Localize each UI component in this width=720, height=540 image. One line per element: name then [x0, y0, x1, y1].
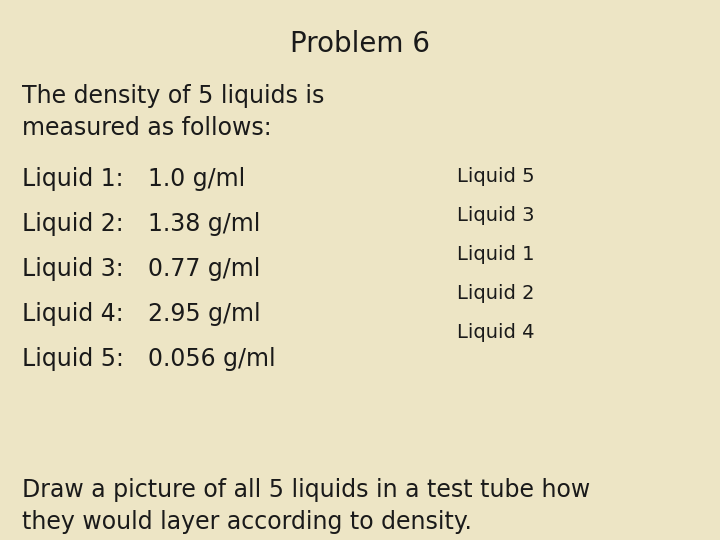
Text: The density of 5 liquids is: The density of 5 liquids is — [22, 84, 324, 107]
Text: Liquid 5:: Liquid 5: — [22, 347, 123, 370]
Text: Liquid 3:: Liquid 3: — [22, 257, 123, 281]
Text: Liquid 1: Liquid 1 — [457, 245, 535, 264]
Text: they would layer according to density.: they would layer according to density. — [22, 510, 472, 534]
Text: Draw a picture of all 5 liquids in a test tube how: Draw a picture of all 5 liquids in a tes… — [22, 478, 590, 502]
Text: Liquid 4:: Liquid 4: — [22, 302, 123, 326]
Text: Liquid 3: Liquid 3 — [457, 206, 535, 225]
Text: 2.95 g/ml: 2.95 g/ml — [148, 302, 260, 326]
Text: Liquid 2: Liquid 2 — [457, 284, 535, 303]
Text: 1.0 g/ml: 1.0 g/ml — [148, 167, 245, 191]
Text: 0.056 g/ml: 0.056 g/ml — [148, 347, 275, 370]
Text: Liquid 1:: Liquid 1: — [22, 167, 123, 191]
Text: 0.77 g/ml: 0.77 g/ml — [148, 257, 260, 281]
Text: Liquid 4: Liquid 4 — [457, 323, 535, 342]
Text: 1.38 g/ml: 1.38 g/ml — [148, 212, 260, 236]
Text: Problem 6: Problem 6 — [290, 30, 430, 58]
Text: Liquid 2:: Liquid 2: — [22, 212, 123, 236]
Text: measured as follows:: measured as follows: — [22, 116, 271, 140]
Text: Liquid 5: Liquid 5 — [457, 167, 535, 186]
